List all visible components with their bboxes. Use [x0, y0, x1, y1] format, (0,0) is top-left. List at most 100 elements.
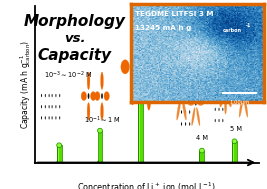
Ellipse shape	[227, 93, 231, 107]
Circle shape	[41, 105, 42, 108]
Circle shape	[55, 105, 56, 108]
Ellipse shape	[176, 99, 181, 120]
Text: vs.: vs.	[64, 32, 85, 45]
Circle shape	[222, 108, 223, 111]
Bar	[57, 145, 62, 163]
Circle shape	[52, 105, 53, 108]
Ellipse shape	[232, 139, 237, 144]
Ellipse shape	[199, 160, 204, 165]
Bar	[232, 141, 233, 163]
Text: -1: -1	[246, 23, 251, 28]
Ellipse shape	[199, 148, 204, 153]
Text: 1.00μm: 1.00μm	[229, 100, 249, 105]
Ellipse shape	[197, 107, 200, 126]
Text: 13245 mA h g: 13245 mA h g	[135, 25, 191, 31]
Ellipse shape	[244, 70, 248, 88]
Bar	[232, 141, 237, 163]
Bar	[138, 30, 139, 163]
Circle shape	[222, 119, 223, 122]
Ellipse shape	[227, 69, 231, 83]
Circle shape	[45, 105, 46, 108]
Ellipse shape	[57, 143, 62, 148]
Ellipse shape	[138, 160, 143, 165]
Ellipse shape	[192, 107, 195, 126]
Bar	[199, 151, 200, 163]
Circle shape	[243, 90, 244, 96]
Circle shape	[45, 116, 46, 120]
Ellipse shape	[101, 72, 103, 90]
Circle shape	[189, 98, 190, 102]
Ellipse shape	[147, 85, 151, 110]
Circle shape	[41, 116, 42, 120]
Circle shape	[218, 108, 219, 111]
Ellipse shape	[232, 160, 237, 165]
Text: $10^{-3}$$\sim$$10^{-2}$ M: $10^{-3}$$\sim$$10^{-2}$ M	[44, 70, 92, 81]
Ellipse shape	[176, 67, 181, 88]
Circle shape	[185, 122, 186, 126]
Ellipse shape	[192, 80, 195, 98]
Ellipse shape	[121, 60, 129, 74]
Circle shape	[41, 94, 42, 97]
Circle shape	[59, 116, 60, 120]
Circle shape	[215, 119, 216, 122]
Circle shape	[185, 110, 186, 114]
Ellipse shape	[97, 160, 103, 165]
Ellipse shape	[81, 92, 87, 101]
Bar	[199, 151, 204, 163]
Text: 2$\sim$3 M: 2$\sim$3 M	[134, 33, 159, 42]
Ellipse shape	[87, 72, 90, 90]
Circle shape	[189, 110, 190, 114]
Circle shape	[101, 93, 103, 99]
Ellipse shape	[218, 84, 223, 92]
Bar	[57, 145, 58, 163]
Circle shape	[195, 100, 197, 106]
Circle shape	[59, 105, 60, 108]
Circle shape	[49, 105, 50, 108]
Ellipse shape	[198, 100, 204, 106]
Text: Concentration of Li$^+$ ion (mol L$^{-1}$): Concentration of Li$^+$ ion (mol L$^{-1}…	[77, 180, 216, 189]
Text: $10^{-1}$$\sim$1 M: $10^{-1}$$\sim$1 M	[84, 115, 121, 126]
Ellipse shape	[87, 103, 90, 120]
Ellipse shape	[244, 98, 248, 117]
Text: 5 M: 5 M	[230, 126, 242, 132]
Circle shape	[45, 94, 46, 97]
Bar	[139, 30, 140, 163]
Y-axis label: Capacity (mA h g$_{\mathregular{carbon}}^{-1}$): Capacity (mA h g$_{\mathregular{carbon}}…	[18, 40, 33, 129]
Circle shape	[225, 85, 227, 91]
Ellipse shape	[138, 70, 146, 82]
Ellipse shape	[239, 70, 243, 88]
Ellipse shape	[182, 67, 186, 88]
Text: Capacity: Capacity	[38, 48, 112, 63]
Ellipse shape	[224, 62, 227, 80]
Circle shape	[218, 119, 219, 122]
Bar	[97, 131, 103, 163]
Circle shape	[189, 122, 190, 126]
Circle shape	[88, 93, 89, 99]
Ellipse shape	[183, 90, 191, 97]
Bar	[233, 141, 234, 163]
Circle shape	[181, 122, 182, 126]
Text: 4 M: 4 M	[196, 135, 208, 141]
Bar	[99, 131, 100, 163]
Circle shape	[131, 62, 134, 71]
Ellipse shape	[136, 60, 144, 74]
Ellipse shape	[101, 103, 103, 120]
Ellipse shape	[220, 93, 224, 107]
Circle shape	[215, 108, 216, 111]
Ellipse shape	[130, 77, 135, 105]
Ellipse shape	[152, 70, 159, 82]
Ellipse shape	[130, 29, 135, 57]
Circle shape	[49, 94, 50, 97]
Circle shape	[180, 90, 183, 97]
Circle shape	[181, 110, 182, 114]
Bar	[138, 30, 143, 163]
Text: TEGDME LiTFSI 3 M: TEGDME LiTFSI 3 M	[135, 11, 213, 17]
Ellipse shape	[97, 128, 103, 133]
Circle shape	[52, 116, 53, 120]
Ellipse shape	[104, 92, 109, 101]
Bar	[58, 145, 59, 163]
Ellipse shape	[138, 27, 143, 32]
Ellipse shape	[95, 92, 100, 101]
Ellipse shape	[57, 160, 62, 165]
Text: Morphology: Morphology	[24, 14, 126, 29]
